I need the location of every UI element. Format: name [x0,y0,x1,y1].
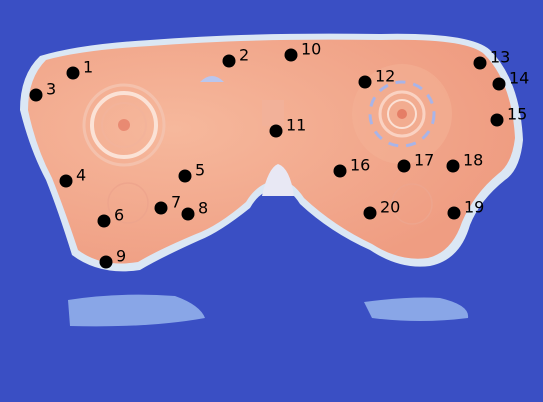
right-lower-circle [391,183,433,225]
point-marker-8 [181,207,195,221]
point-label-2: 2 [239,45,250,65]
point-marker-12 [358,75,372,89]
small-opening [200,76,224,82]
point-marker-4 [59,174,73,188]
point-marker-9 [99,255,113,269]
point-label-1: 1 [83,57,94,77]
point-marker-20 [363,206,377,220]
point-marker-6 [97,214,111,228]
point-label-9: 9 [116,246,127,266]
shadow-left [68,294,205,327]
point-label-8: 8 [198,198,209,218]
point-label-14: 14 [509,68,530,88]
point-marker-11 [269,124,283,138]
part-body [28,39,515,264]
point-marker-18 [446,159,460,173]
point-label-4: 4 [76,165,87,185]
point-label-15: 15 [507,104,528,124]
point-marker-10 [284,48,298,62]
point-marker-14 [492,77,506,91]
point-label-20: 20 [380,197,401,217]
point-marker-3 [29,88,43,102]
point-label-11: 11 [286,115,307,135]
shadow-right [364,297,469,321]
point-label-6: 6 [114,205,125,225]
point-label-17: 17 [414,150,435,170]
point-label-19: 19 [464,197,485,217]
point-label-10: 10 [301,39,322,59]
point-marker-13 [473,56,487,70]
point-label-12: 12 [375,66,396,86]
point-marker-16 [333,164,347,178]
center-feature [262,100,284,126]
left-boss [82,83,166,167]
point-label-16: 16 [350,155,371,175]
point-marker-17 [397,159,411,173]
point-label-13: 13 [490,47,511,67]
point-label-18: 18 [463,150,484,170]
point-marker-2 [222,54,236,68]
right-boss [352,64,452,164]
point-marker-7 [154,201,168,215]
center-notch [262,164,294,196]
point-label-5: 5 [195,160,206,180]
point-marker-5 [178,169,192,183]
left-lower-circle [107,182,149,224]
point-marker-1 [66,66,80,80]
point-marker-19 [447,206,461,220]
point-marker-15 [490,113,504,127]
point-label-7: 7 [171,192,182,212]
point-label-3: 3 [46,79,57,99]
